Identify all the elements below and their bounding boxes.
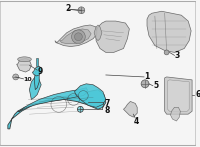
Text: 7: 7 [104,99,110,108]
Polygon shape [32,66,41,76]
Circle shape [141,80,149,88]
Polygon shape [29,75,41,100]
Text: 1: 1 [144,72,150,81]
Polygon shape [17,58,31,72]
Polygon shape [34,70,39,90]
Polygon shape [60,29,91,44]
Polygon shape [8,90,106,129]
Circle shape [74,33,82,41]
Circle shape [78,7,85,14]
Polygon shape [168,80,189,111]
Polygon shape [165,77,192,114]
Polygon shape [94,25,102,41]
Text: 6: 6 [195,90,200,99]
Circle shape [164,50,169,55]
Polygon shape [171,107,180,121]
Ellipse shape [18,57,31,62]
Polygon shape [147,11,191,52]
Polygon shape [55,25,98,47]
Text: 4: 4 [134,117,139,126]
Polygon shape [74,84,106,107]
Text: 8: 8 [104,106,110,115]
Polygon shape [123,101,137,117]
Polygon shape [18,88,88,111]
Text: 5: 5 [153,81,158,90]
Text: 10: 10 [23,77,32,82]
Text: 3: 3 [175,51,180,60]
Polygon shape [96,21,129,52]
Text: 9: 9 [38,67,43,76]
Circle shape [77,106,83,112]
Circle shape [13,74,19,80]
Text: 2: 2 [65,4,70,13]
Polygon shape [36,58,38,66]
Circle shape [72,30,85,44]
